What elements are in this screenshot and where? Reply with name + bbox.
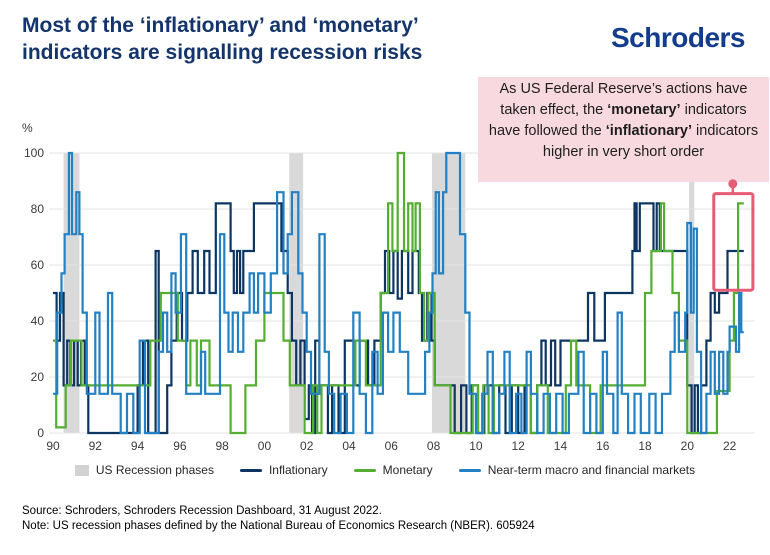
y-tick-label: 80 bbox=[31, 202, 45, 216]
legend-label: US Recession phases bbox=[95, 463, 214, 477]
x-tick-label: 16 bbox=[596, 439, 610, 453]
series-line-near-term bbox=[53, 151, 744, 435]
legend-swatch-rect bbox=[74, 464, 89, 476]
y-axis-unit: % bbox=[22, 121, 33, 135]
legend-label: Inflationary bbox=[268, 463, 328, 477]
source-note: Source: Schroders, Schroders Recession D… bbox=[22, 504, 535, 534]
chart-legend: US Recession phases Inflationary Monetary N… bbox=[0, 463, 770, 477]
legend-swatch-line bbox=[458, 468, 481, 472]
x-tick-label: 04 bbox=[342, 439, 356, 453]
y-tick-label: 60 bbox=[31, 258, 45, 272]
x-tick-label: 06 bbox=[385, 439, 399, 453]
x-tick-label: 98 bbox=[215, 439, 229, 453]
x-tick-label: 96 bbox=[173, 439, 187, 453]
x-tick-label: 14 bbox=[554, 439, 568, 453]
legend-item: Monetary bbox=[353, 463, 433, 477]
y-tick-label: 100 bbox=[24, 146, 44, 160]
legend-item: Inflationary bbox=[239, 463, 328, 477]
schroders-logo: Schroders bbox=[611, 22, 746, 53]
legend-item: US Recession phases bbox=[74, 463, 214, 477]
x-tick-label: 08 bbox=[427, 439, 441, 453]
highlight-box bbox=[712, 192, 755, 292]
annotation-text-segment: ‘inflationary’ bbox=[605, 123, 692, 139]
y-tick-label: 20 bbox=[31, 370, 45, 384]
page-title: Most of the ‘inflationary’ and ‘monetary… bbox=[22, 14, 423, 64]
legend-swatch-line bbox=[353, 468, 376, 472]
legend-swatch-line bbox=[239, 468, 262, 472]
annotation-text-segment: ‘monetary’ bbox=[607, 102, 681, 118]
annotation-text-segment: indicators have followed the bbox=[488, 102, 747, 139]
annotation-text-segment: As US Federal Reserve’s actions have tak… bbox=[499, 81, 748, 118]
x-tick-label: 22 bbox=[723, 439, 737, 453]
x-tick-label: 90 bbox=[46, 439, 60, 453]
x-tick-label: 00 bbox=[258, 439, 272, 453]
series-line-monetary bbox=[53, 151, 744, 435]
y-tick-label: 0 bbox=[37, 426, 44, 440]
source-line: Source: Schroders, Schroders Recession D… bbox=[22, 505, 382, 517]
x-tick-label: 02 bbox=[300, 439, 314, 453]
y-tick-label: 40 bbox=[31, 314, 45, 328]
x-tick-label: 12 bbox=[512, 439, 526, 453]
note-line: Note: US recession phases defined by the… bbox=[22, 520, 535, 532]
x-tick-label: 94 bbox=[131, 439, 145, 453]
legend-label: Monetary bbox=[382, 463, 433, 477]
x-tick-label: 18 bbox=[638, 439, 652, 453]
annotation-text-segment: indicators higher in very short order bbox=[542, 123, 759, 160]
x-tick-label: 20 bbox=[681, 439, 695, 453]
x-tick-label: 92 bbox=[89, 439, 103, 453]
annotation-callout: As US Federal Reserve’s actions have tak… bbox=[478, 77, 769, 182]
legend-label: Near-term macro and financial markets bbox=[487, 463, 696, 477]
legend-item: Near-term macro and financial markets bbox=[458, 463, 696, 477]
x-tick-label: 10 bbox=[469, 439, 483, 453]
callout-dot bbox=[728, 179, 738, 189]
